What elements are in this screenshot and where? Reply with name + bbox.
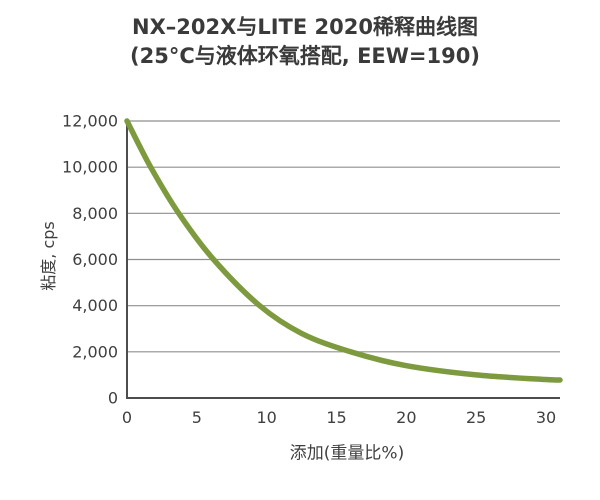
y-axis-label: 粘度, cps [39,221,58,291]
x-tick-label: 10 [256,408,276,427]
y-tick-label: 12,000 [62,112,118,131]
x-axis-label: 添加(重量比%) [289,443,405,464]
y-tick-label: 6,000 [72,250,118,269]
chart-title-line1: NX–202X与LITE 2020稀释曲线图 [132,15,478,39]
x-tick-label: 20 [396,408,416,427]
y-tick-label: 10,000 [62,158,118,177]
x-tick-label: 15 [326,408,346,427]
x-tick-label: 30 [536,408,556,427]
chart-title-line2: (25°C与液体环氧搭配, EEW=190) [130,44,480,68]
y-tick-label: 4,000 [72,296,118,315]
dilution-curve [124,118,563,383]
x-tick-label: 25 [466,408,486,427]
y-tick-label: 2,000 [72,342,118,361]
x-tick-label: 5 [192,408,202,427]
y-tick-label: 0 [108,389,118,408]
x-tick-label: 0 [122,408,132,427]
chart-title: NX–202X与LITE 2020稀释曲线图 (25°C与液体环氧搭配, EEW… [10,13,600,71]
y-tick-label: 8,000 [72,204,118,223]
